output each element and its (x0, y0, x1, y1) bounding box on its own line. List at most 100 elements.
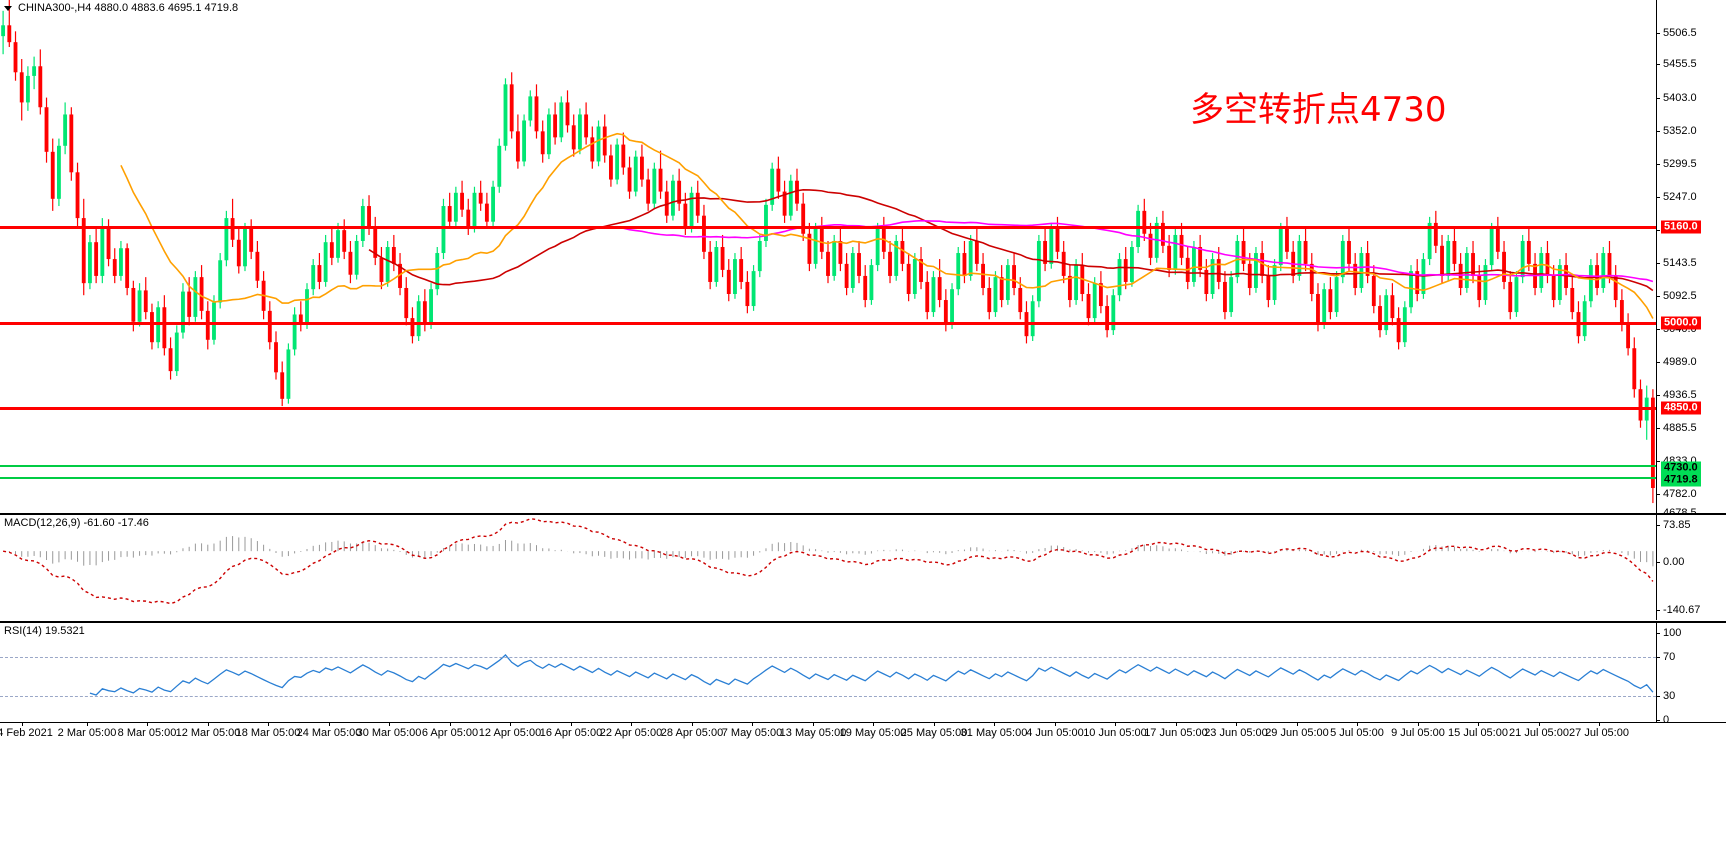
time-tick (389, 723, 390, 726)
axis-tick (1656, 362, 1660, 363)
time-axis-label: 28 Apr 05:00 (660, 727, 724, 739)
pane-divider-2 (0, 621, 1726, 623)
price-pane[interactable]: CHINA300-,H4 4880.0 4883.6 4695.1 4719.8… (0, 0, 1726, 519)
pane-divider-3 (0, 722, 1726, 723)
axis-tick (1656, 720, 1660, 721)
axis-tick-label: 73.85 (1663, 519, 1691, 531)
macd-plot-area[interactable] (0, 515, 1656, 620)
support-line-5000[interactable] (0, 322, 1656, 325)
time-axis-label: 12 Apr 05:00 (478, 727, 542, 739)
axis-tick (1656, 696, 1660, 697)
time-axis-label: 17 Jun 05:00 (1144, 727, 1208, 739)
time-tick (1478, 723, 1479, 726)
time-axis-label: 24 Feb 2021 (0, 727, 53, 739)
time-tick (1539, 723, 1540, 726)
time-axis-label: 21 Jul 05:00 (1509, 727, 1569, 739)
time-axis-label: 7 May 05:00 (721, 727, 783, 739)
time-tick (934, 723, 935, 726)
axis-tick-label: 4989.0 (1663, 356, 1697, 368)
price-line-4719[interactable] (0, 477, 1656, 479)
axis-line (1656, 0, 1657, 513)
time-tick (450, 723, 451, 726)
time-axis-label: 27 Jul 05:00 (1569, 727, 1629, 739)
rsi-guide-30 (0, 696, 1656, 697)
axis-tick-label: 30 (1663, 690, 1676, 702)
chevron-down-icon[interactable] (4, 5, 12, 11)
price-y-axis[interactable]: 5506.55455.55403.05352.05299.55247.05196… (1656, 0, 1726, 519)
rsi-guide-70 (0, 657, 1656, 658)
axis-tick (1656, 197, 1660, 198)
axis-tick-label: 5403.0 (1663, 92, 1697, 104)
macd-series (2, 518, 1654, 605)
time-tick (1115, 723, 1116, 726)
time-tick (873, 723, 874, 726)
support-line-4850[interactable] (0, 407, 1656, 410)
axis-tick-label: 70 (1663, 651, 1676, 663)
target-line-4730[interactable] (0, 465, 1656, 467)
candlestick-series (1, 0, 1655, 504)
rsi-plot-area[interactable] (0, 623, 1656, 723)
axis-tick (1656, 610, 1660, 611)
time-axis-label: 15 Jul 05:00 (1448, 727, 1508, 739)
time-tick (22, 723, 23, 726)
axis-tick (1656, 329, 1660, 330)
pane-divider-1 (0, 513, 1726, 515)
axis-tick-label: 5247.0 (1663, 191, 1697, 203)
time-tick (1418, 723, 1419, 726)
axis-tick-label: -140.67 (1663, 604, 1701, 616)
axis-tick (1656, 131, 1660, 132)
time-axis-label: 9 Jul 05:00 (1391, 727, 1445, 739)
price-tag-4730[interactable]: 4730.0 (1661, 461, 1701, 475)
axis-tick-label: 4782.0 (1663, 488, 1697, 500)
axis-tick (1656, 562, 1660, 563)
symbol-timeframe-ohlc: CHINA300-,H4 4880.0 4883.6 4695.1 4719.8 (18, 2, 239, 14)
rsi-title: RSI(14) 19.5321 (4, 625, 85, 637)
time-axis-label: 25 May 05:00 (900, 727, 968, 739)
macd-pane[interactable]: MACD(12,26,9) -61.60 -17.46 73.85 0.00 -14… (0, 515, 1726, 620)
time-tick (1297, 723, 1298, 726)
price-pane-header: CHINA300-,H4 4880.0 4883.6 4695.1 4719.8 (4, 2, 238, 14)
time-tick (1357, 723, 1358, 726)
time-tick (510, 723, 511, 726)
axis-tick (1656, 657, 1660, 658)
time-axis-label: 29 Jun 05:00 (1265, 727, 1329, 739)
time-axis-label: 8 Mar 05:00 (117, 727, 177, 739)
axis-tick (1656, 33, 1660, 34)
macd-y-axis[interactable]: 73.85 0.00 -140.67 (1656, 515, 1726, 620)
time-tick (1176, 723, 1177, 726)
time-tick (752, 723, 753, 726)
chart-annotation-text: 多空转折点4730 (1190, 90, 1447, 130)
rsi-series (89, 654, 1654, 696)
axis-tick (1656, 164, 1660, 165)
time-tick (1236, 723, 1237, 726)
time-tick (87, 723, 88, 726)
axis-tick (1656, 98, 1660, 99)
axis-tick-label: 4885.5 (1663, 422, 1697, 434)
time-tick (1055, 723, 1056, 726)
axis-line (1656, 623, 1657, 723)
time-axis-label: 6 Apr 05:00 (421, 727, 479, 739)
time-axis-label: 13 May 05:00 (779, 727, 847, 739)
price-tag-4850[interactable]: 4850.0 (1661, 401, 1701, 415)
axis-tick (1656, 296, 1660, 297)
axis-tick-label: 100 (1663, 627, 1682, 639)
axis-tick (1656, 461, 1660, 462)
price-tag-5160[interactable]: 5160.0 (1661, 220, 1701, 234)
time-tick (1599, 723, 1600, 726)
rsi-y-axis[interactable]: 100 70 30 0 (1656, 623, 1726, 726)
macd-title: MACD(12,26,9) -61.60 -17.46 (4, 517, 149, 529)
price-tag-4719-8[interactable]: 4719.8 (1661, 473, 1701, 487)
price-tag-5000[interactable]: 5000.0 (1661, 316, 1701, 330)
axis-tick (1656, 263, 1660, 264)
time-axis-label: 5 Jul 05:00 (1330, 727, 1384, 739)
axis-tick-label: 0.00 (1663, 556, 1685, 568)
rsi-pane[interactable]: RSI(14) 19.5321 100 70 30 0 (0, 623, 1726, 726)
resistance-line-5160[interactable] (0, 226, 1656, 229)
time-tick (208, 723, 209, 726)
axis-tick-label: 5092.5 (1663, 290, 1697, 302)
axis-tick (1656, 230, 1660, 231)
price-plot-area[interactable] (0, 0, 1656, 513)
